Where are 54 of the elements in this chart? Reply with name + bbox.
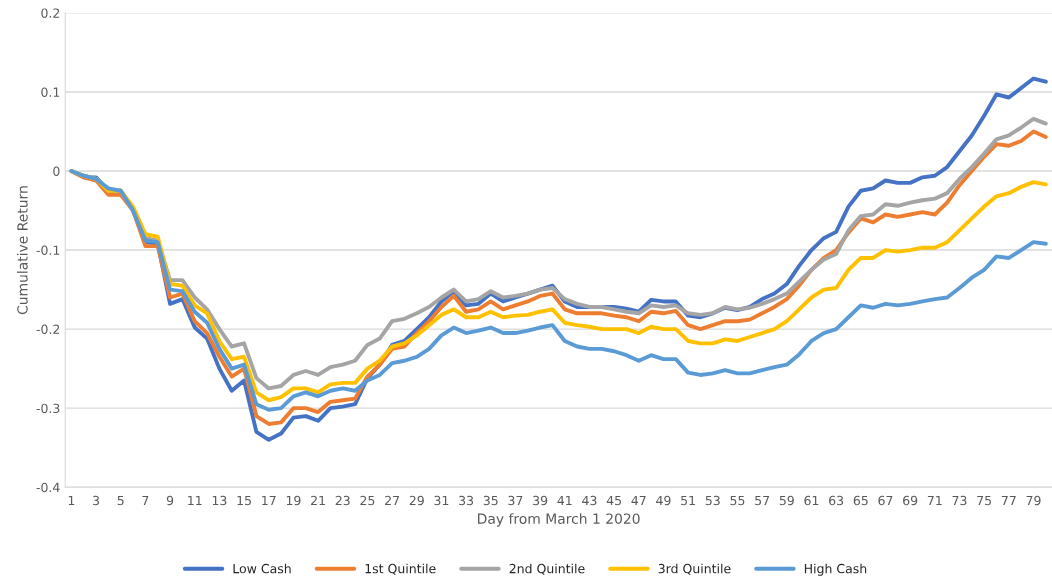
x-tick-label: 61 [804, 495, 819, 506]
x-tick-label: 7 [142, 495, 149, 506]
x-tick-label: 43 [582, 495, 597, 506]
x-tick-label: 41 [557, 495, 572, 506]
x-tick-label: 51 [681, 495, 695, 506]
x-tick-label: 65 [853, 495, 868, 506]
legend-label: Low Cash [233, 563, 291, 574]
y-tick-label: 0.2 [41, 8, 60, 18]
x-tick-label: 1 [68, 495, 75, 506]
x-tick-label: 33 [459, 495, 474, 506]
x-tick-label: 9 [166, 495, 174, 506]
x-tick-label: 35 [483, 495, 498, 506]
y-tick-label: -0.4 [36, 482, 60, 493]
x-tick-label: 29 [409, 495, 424, 506]
x-tick-label: 25 [360, 495, 375, 506]
legend-label: 3rd Quintile [658, 563, 731, 575]
legend-label: 2nd Quintile [509, 563, 585, 575]
y-tick-label: -0.2 [36, 324, 60, 335]
x-tick-label: 69 [903, 495, 918, 506]
x-tick-label: 67 [878, 495, 893, 506]
x-tick-label: 31 [434, 495, 449, 506]
legend-label: 1st Quintile [365, 563, 436, 575]
x-tick-label: 63 [829, 495, 844, 506]
x-tick-label: 23 [335, 495, 350, 506]
x-tick-label: 75 [977, 495, 992, 506]
x-tick-label: 21 [311, 495, 325, 506]
x-tick-label: 17 [262, 495, 276, 506]
x-tick-label: 49 [656, 495, 671, 506]
x-tick-label: 3 [93, 495, 100, 506]
y-tick-label: -0.3 [36, 403, 60, 414]
x-tick-label: 47 [631, 495, 646, 506]
y-tick-label: 0 [53, 166, 60, 176]
legend-label: High Cash [804, 563, 867, 576]
x-tick-label: 39 [533, 495, 548, 506]
x-tick-label: 71 [927, 495, 942, 506]
x-tick-label: 77 [1001, 495, 1016, 506]
x-tick-label: 45 [606, 495, 621, 506]
x-tick-label: 37 [508, 495, 523, 506]
x-tick-label: 15 [237, 495, 251, 506]
x-tick-label: 19 [286, 495, 301, 506]
x-tick-label: 55 [730, 495, 745, 506]
x-tick-label: 5 [117, 495, 124, 506]
x-tick-label: 79 [1026, 495, 1041, 506]
x-tick-label: 53 [705, 495, 720, 506]
x-tick-label: 73 [952, 495, 967, 506]
x-tick-label: 59 [779, 495, 794, 506]
x-tick-label: 27 [385, 495, 399, 506]
x-tick-label: 11 [188, 495, 202, 506]
y-tick-label: -0.1 [36, 245, 60, 255]
y-tick-label: 0.1 [41, 87, 60, 97]
x-tick-label: 57 [755, 495, 770, 506]
x-tick-label: 13 [212, 495, 227, 506]
x-axis-title: Day from March 1 2020 [478, 513, 640, 527]
y-axis-title: Cumulative Return [16, 186, 28, 315]
